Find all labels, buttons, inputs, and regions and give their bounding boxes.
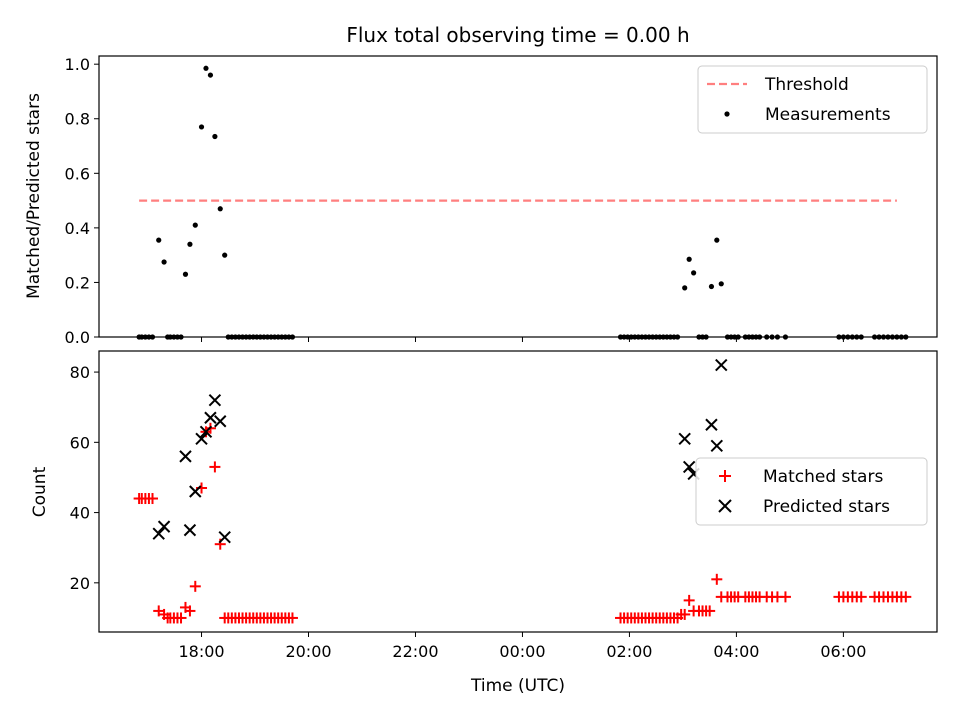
predicted-star-point (183, 523, 197, 537)
predicted-star-point (678, 432, 691, 446)
ratio-y-tick-label: 0.6 (65, 164, 90, 183)
measurements-points (136, 65, 909, 340)
measurement-point (198, 124, 205, 130)
count-x-tick-label: 06:00 (820, 642, 866, 661)
legend-predicted-swatch (718, 499, 732, 513)
count-x-tick-label: 02:00 (606, 642, 652, 661)
ratio-y-axis-label: Matched/Predicted stars (24, 93, 44, 299)
measurement-point (691, 270, 697, 276)
predicted-star-point (195, 432, 208, 446)
matched-star-point (900, 591, 912, 603)
measurement-point (682, 285, 688, 291)
measurement-point (718, 281, 724, 287)
count-panel: 20 40 60 80 18:00 20:00 22:00 00:00 02:00 04:00 06… (30, 350, 938, 696)
matched-star-point (679, 608, 691, 620)
count-x-tick-label: 04:00 (713, 642, 759, 661)
count-legend: Matched stars Predicted stars (695, 457, 928, 526)
ratio-y-tick-label: 0.4 (65, 219, 90, 238)
predicted-star-point (682, 460, 696, 474)
measurement-point (161, 259, 167, 265)
predicted-star-point (218, 530, 231, 544)
predicted-star-point (152, 527, 165, 540)
predicted-star-point (715, 358, 728, 372)
count-legend-frame (695, 457, 928, 526)
count-x-tick-label: 18:00 (178, 642, 224, 661)
ratio-legend: Threshold Measurements (697, 65, 928, 134)
predicted-star-point (710, 439, 724, 453)
ratio-y-tick-label: 1.0 (65, 55, 90, 74)
count-panel-frame (98, 350, 938, 633)
count-y-tick-label: 80 (70, 363, 90, 382)
matched-star-point (189, 580, 201, 592)
legend-matched-swatch (719, 470, 731, 482)
chart-title: Flux total observing time = 0.00 h (346, 23, 689, 47)
ratio-y-tick-label: 0.2 (65, 273, 90, 292)
x-axis-label: Time (UTC) (470, 676, 565, 696)
ratio-panel-frame (98, 55, 938, 338)
count-y-tick-label: 60 (70, 433, 90, 452)
matched-star-point (683, 594, 695, 606)
measurement-point (686, 256, 692, 262)
predicted-star-point (157, 520, 171, 533)
matched-star-point (146, 493, 158, 505)
predicted-star-point (705, 418, 718, 431)
predicted-star-point (214, 415, 227, 428)
ratio-panel-ticks: 0.0 0.2 0.4 0.6 0.8 1.0 (65, 55, 844, 347)
measurement-point (222, 252, 228, 258)
matched-star-point (286, 612, 298, 624)
predicted-star-point (179, 450, 192, 463)
matched-star-point (704, 605, 716, 617)
predicted-star-point (199, 425, 213, 438)
ratio-y-tick-label: 0.8 (65, 110, 90, 129)
matched-star-point (855, 591, 867, 603)
measurement-point (192, 222, 198, 228)
matched-star-point (184, 605, 196, 617)
predicted-star-point (204, 411, 217, 424)
ratio-panel: 0.0 0.2 0.4 0.6 0.8 1.0 Matched/Predicted sta… (24, 55, 938, 347)
measurement-point (714, 237, 720, 243)
count-x-tick-label: 20:00 (285, 642, 331, 661)
measurement-point (212, 133, 218, 140)
count-x-tick-label: 00:00 (499, 642, 545, 661)
matched-star-point (209, 461, 221, 473)
measurement-point (203, 65, 209, 71)
legend-threshold-label: Threshold (764, 75, 849, 95)
predicted-stars-points (152, 358, 728, 544)
measurement-point (187, 241, 193, 247)
measurement-point (207, 72, 214, 78)
predicted-star-point (208, 393, 222, 407)
matched-star-point (175, 612, 187, 624)
legend-predicted-label: Predicted stars (763, 497, 890, 517)
measurement-point (217, 206, 223, 212)
count-panel-ticks: 20 40 60 80 18:00 20:00 22:00 00:00 02:00 04:00 06… (70, 363, 867, 661)
count-y-tick-label: 40 (70, 504, 90, 523)
count-y-tick-label: 20 (70, 574, 90, 593)
count-x-tick-label: 22:00 (392, 642, 438, 661)
measurement-point (182, 271, 189, 277)
legend-matched-label: Matched stars (763, 467, 883, 487)
ratio-legend-frame (697, 65, 928, 134)
legend-measurements-swatch (724, 111, 730, 117)
count-y-axis-label: Count (30, 466, 50, 517)
measurement-point (708, 283, 715, 290)
ratio-y-tick-label: 0.0 (65, 328, 90, 347)
measurement-point (156, 237, 162, 243)
legend-measurements-label: Measurements (765, 105, 891, 125)
matched-star-point (711, 573, 723, 585)
matched-star-point (779, 591, 791, 603)
predicted-star-point (189, 485, 202, 498)
